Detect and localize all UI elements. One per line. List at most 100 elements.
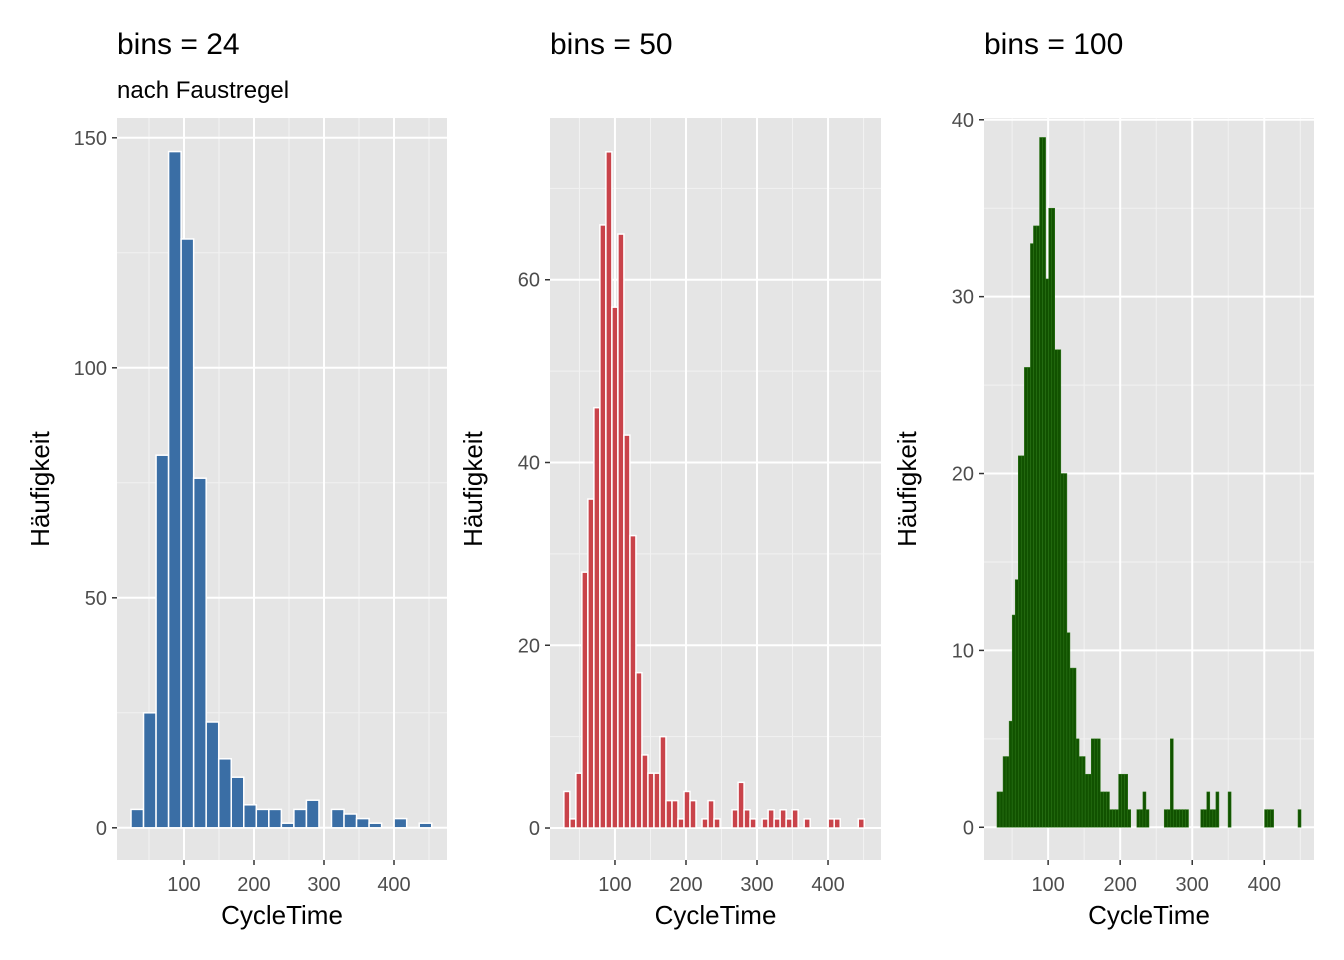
histogram-bar <box>1173 809 1177 828</box>
histogram-bar <box>205 721 220 829</box>
y-tick-label: 150 <box>74 128 107 150</box>
histogram-bar <box>1297 809 1302 828</box>
histogram-bar <box>1054 349 1059 828</box>
y-tick-label: 20 <box>952 464 974 486</box>
y-tick-label: 0 <box>96 818 107 840</box>
histogram-bar <box>767 808 775 829</box>
histogram-bar <box>1042 137 1046 828</box>
histogram-bar <box>330 808 345 829</box>
histogram-bar <box>581 571 589 829</box>
x-tick-label: 100 <box>167 874 200 896</box>
histogram-bar <box>599 224 607 829</box>
histogram-bar <box>563 790 571 829</box>
histogram-bar <box>1267 809 1271 828</box>
histogram-bar <box>1060 473 1065 828</box>
histogram-bar <box>155 454 170 829</box>
histogram-bar <box>1072 667 1077 828</box>
histogram-bar <box>1063 473 1068 828</box>
histogram-bar <box>1227 791 1232 828</box>
histogram-bar <box>1112 809 1116 828</box>
histogram-bar <box>1036 225 1040 828</box>
x-tick-label: 300 <box>307 874 340 896</box>
histogram-bar <box>1124 773 1128 828</box>
panel-1: 100 200 300 400 0 50 100 150 bins = 24 nach Faust… <box>25 28 447 930</box>
histogram-bar <box>343 813 358 829</box>
histogram-bar <box>785 818 793 829</box>
panel-title: bins = 50 <box>550 28 673 61</box>
histogram-bar <box>255 808 270 829</box>
histogram-bar <box>737 781 745 829</box>
histogram-bar <box>1264 809 1268 828</box>
histogram-bar <box>1215 791 1220 828</box>
histogram-bar <box>749 818 757 829</box>
y-tick-label: 0 <box>529 818 540 840</box>
histogram-bar <box>1127 809 1132 828</box>
histogram-bar <box>1087 773 1092 828</box>
histogram-bar <box>268 808 283 829</box>
histogram-bar <box>1176 809 1180 828</box>
histogram-bar <box>1200 809 1204 828</box>
histogram-bar <box>575 772 583 829</box>
y-tick-label: 40 <box>952 110 974 132</box>
histogram-bar <box>280 822 295 829</box>
histogram-bar <box>1106 791 1110 828</box>
histogram-bar <box>1027 367 1031 828</box>
histogram-bar <box>1115 809 1119 828</box>
y-tick-label: 0 <box>963 817 974 839</box>
y-axis-title: Häufigkeit <box>892 430 922 546</box>
histogram-bar <box>142 712 157 829</box>
histogram-bar <box>1145 809 1150 828</box>
histogram-bar <box>418 822 433 829</box>
histogram-bar <box>1121 773 1125 828</box>
histogram-bar <box>243 804 258 829</box>
y-tick-label: 100 <box>74 358 107 380</box>
y-tick-label: 50 <box>85 588 107 610</box>
histogram-bar <box>761 818 769 829</box>
histogram-bar <box>1018 455 1022 828</box>
histogram-bar <box>1066 632 1071 828</box>
x-tick-label: 400 <box>811 874 844 896</box>
histogram-bar <box>833 818 841 829</box>
panel-3: 100 200 300 400 0 10 20 30 40 bins = 100 CycleTime… <box>892 28 1314 930</box>
histogram-bar <box>629 534 637 829</box>
histogram-bar <box>999 791 1004 828</box>
panel-title: bins = 100 <box>984 28 1123 61</box>
histogram-bar <box>1002 756 1007 828</box>
histogram-bar <box>305 799 320 829</box>
histogram-bar <box>1185 809 1189 828</box>
y-tick-label: 30 <box>952 287 974 309</box>
histogram-bar <box>1179 809 1183 828</box>
histogram-bar <box>779 808 787 829</box>
histogram-bar <box>1033 225 1037 828</box>
histogram-bar <box>641 754 649 829</box>
x-tick-label: 100 <box>598 874 631 896</box>
histogram-bar <box>1209 809 1214 828</box>
histogram-bar <box>1030 243 1034 828</box>
histogram-bar <box>713 818 721 829</box>
histogram-bar <box>827 818 835 829</box>
histogram-bar <box>1008 720 1013 828</box>
histogram-bar <box>605 151 613 829</box>
histogram-bar <box>683 790 691 829</box>
histogram-bar <box>857 818 865 829</box>
x-tick-label: 300 <box>1176 874 1209 896</box>
histogram-bar <box>707 799 715 829</box>
histogram-bar <box>1084 773 1089 828</box>
histogram-bar <box>1011 614 1016 828</box>
histogram-bar <box>1166 809 1171 828</box>
histogram-bar <box>659 735 667 829</box>
histogram-bar <box>587 498 595 829</box>
histogram-bar <box>1051 207 1055 828</box>
histogram-bar <box>623 434 631 829</box>
histogram-bar <box>653 772 661 829</box>
histogram-bar <box>1212 809 1217 828</box>
histogram-bar <box>671 799 679 829</box>
histogram-bar <box>192 477 207 829</box>
histogram-bar <box>1109 809 1113 828</box>
histogram-bar <box>1021 455 1025 828</box>
histogram-bar <box>773 818 781 829</box>
histogram-bar <box>569 818 577 829</box>
x-tick-label: 400 <box>1248 874 1281 896</box>
histogram-bar <box>1103 791 1107 828</box>
